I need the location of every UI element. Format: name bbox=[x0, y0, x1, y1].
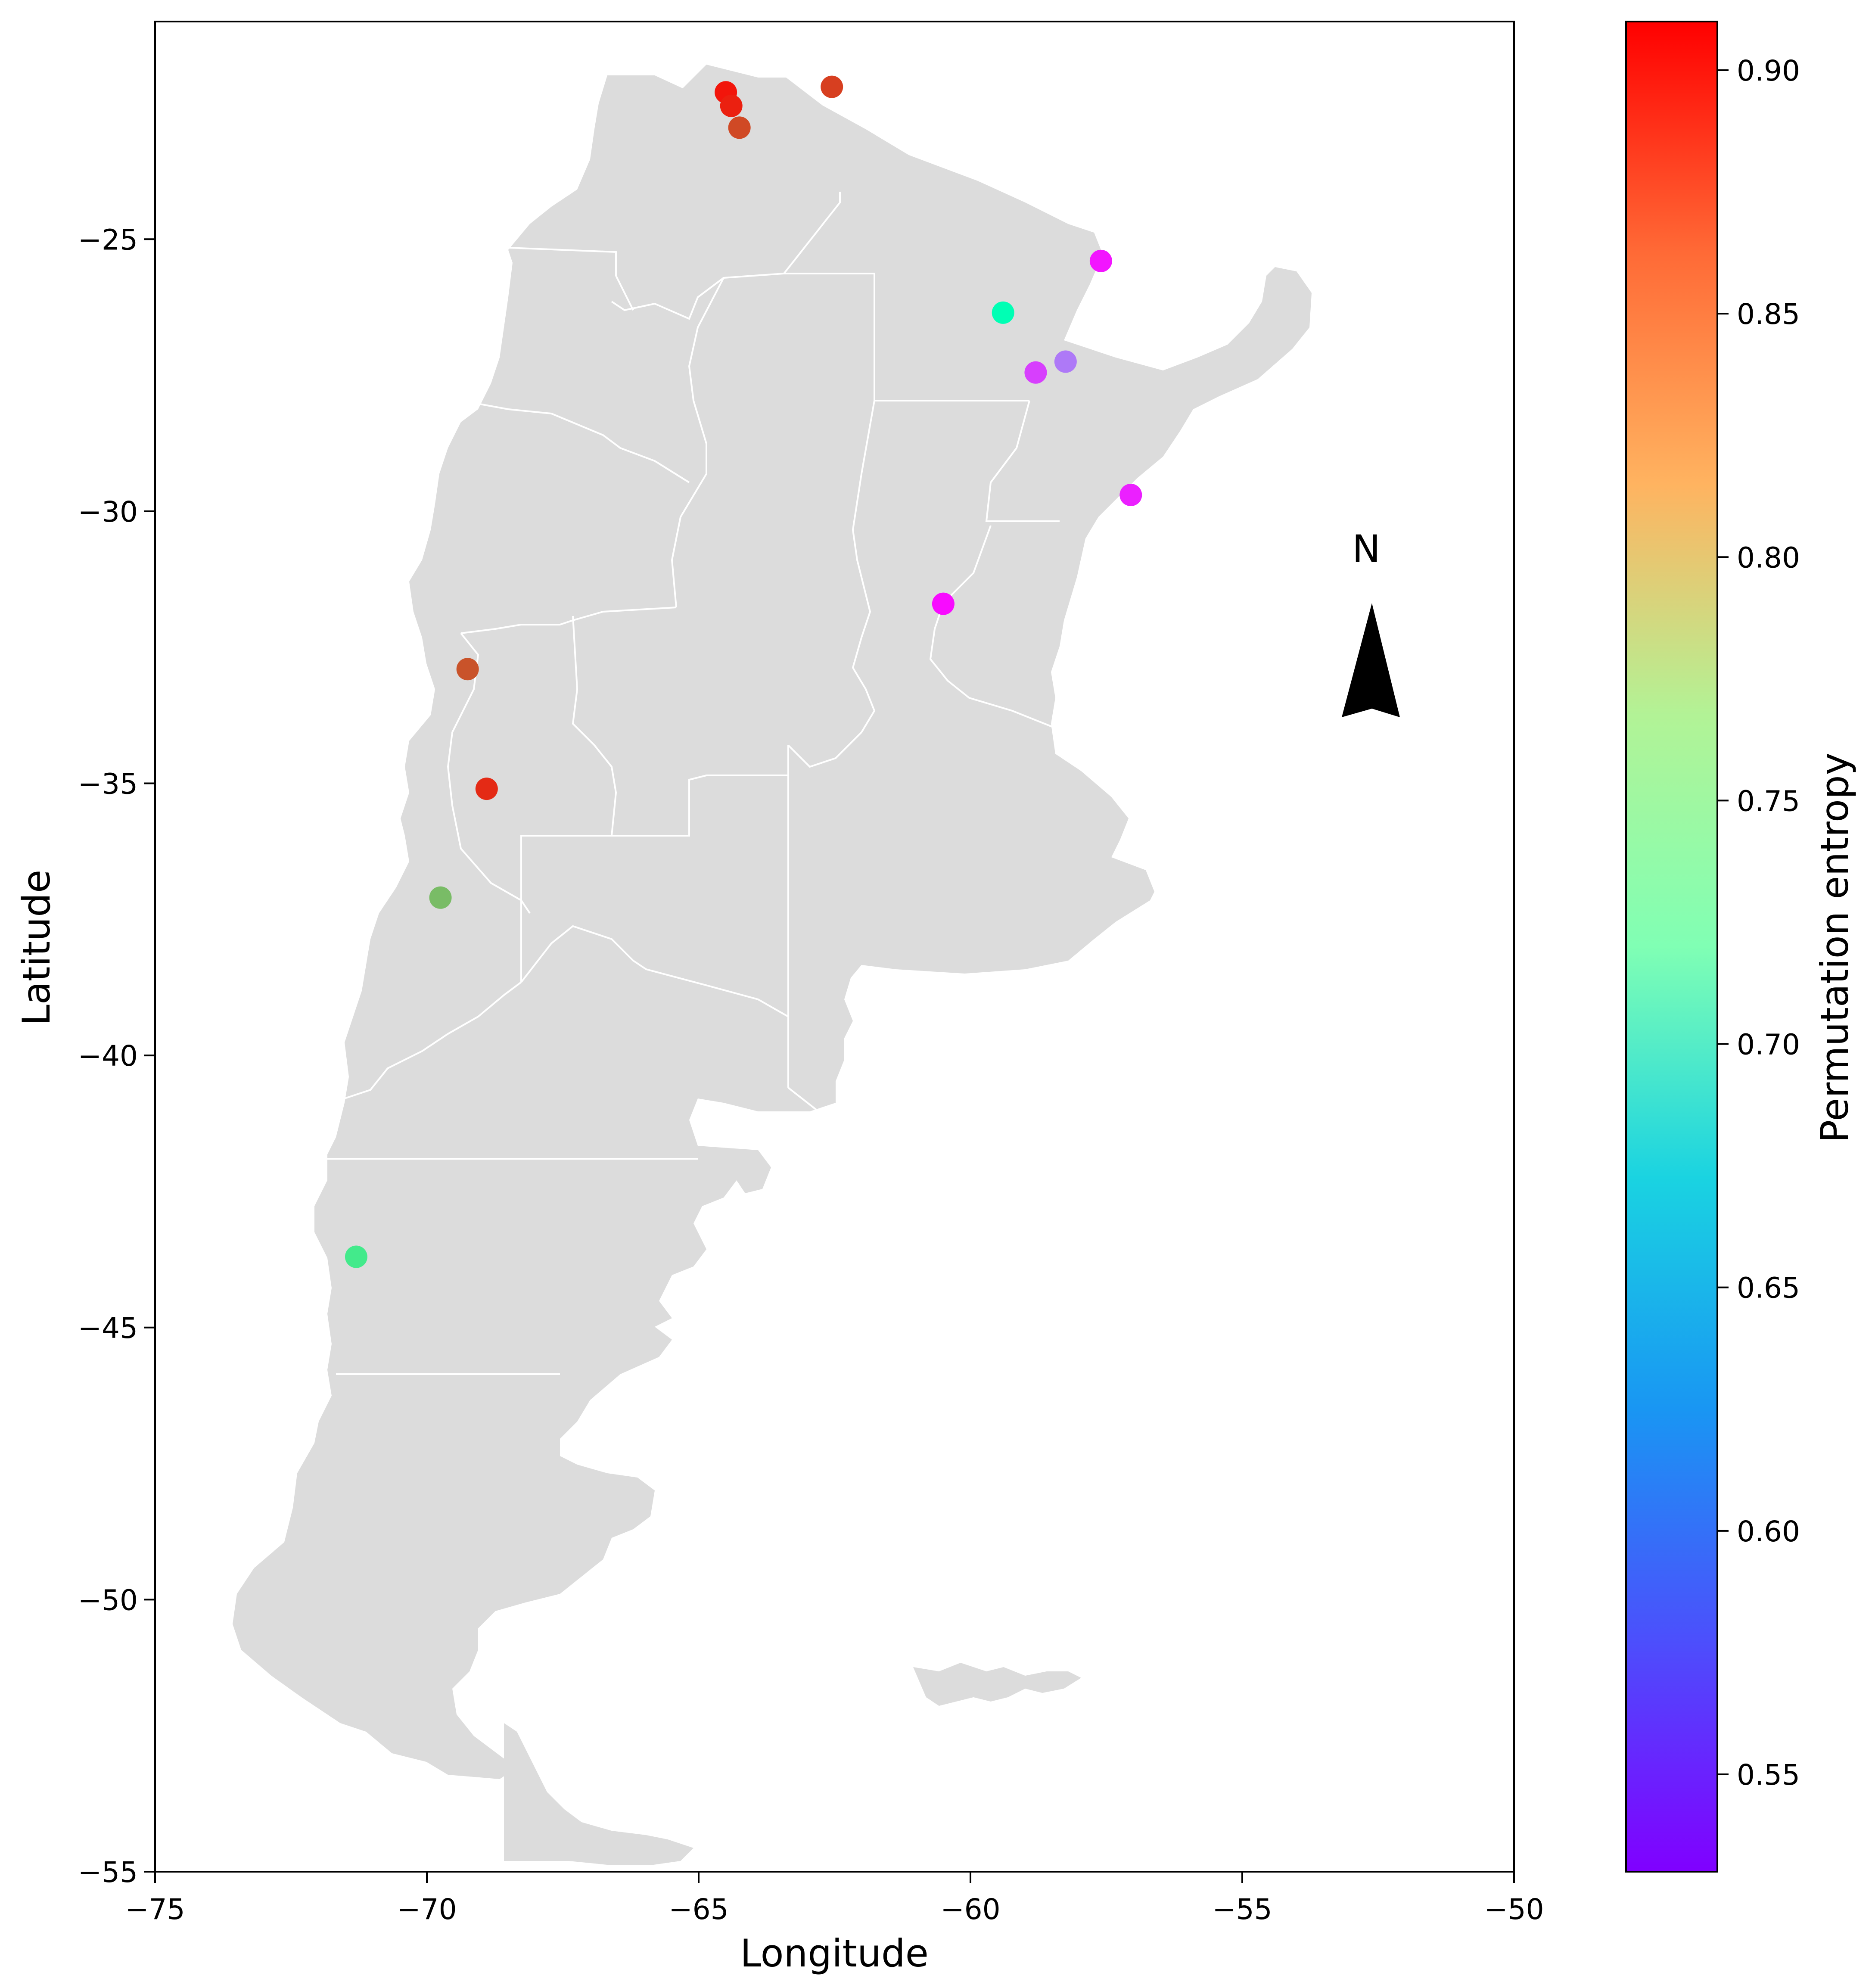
colorbar bbox=[1625, 21, 1718, 1873]
y-tick-label: −35 bbox=[78, 768, 138, 801]
province-borders bbox=[327, 192, 1060, 1375]
x-tick-label: −65 bbox=[669, 1893, 728, 1926]
station-point bbox=[821, 75, 843, 98]
station-point bbox=[1089, 249, 1112, 272]
y-tick-label: −30 bbox=[78, 495, 138, 529]
station-point bbox=[1024, 361, 1047, 384]
colorbar-tick-label: 0.85 bbox=[1737, 298, 1800, 331]
station-point bbox=[475, 778, 498, 800]
colorbar-tick-label: 0.60 bbox=[1737, 1515, 1800, 1548]
colorbar-tick-label: 0.90 bbox=[1737, 54, 1800, 87]
x-axis-label: Longitude bbox=[740, 1931, 929, 1976]
station-point bbox=[728, 116, 751, 139]
basemap bbox=[233, 65, 1312, 1865]
north-arrow-icon bbox=[1342, 603, 1400, 717]
x-tick-label: −75 bbox=[125, 1893, 185, 1926]
colorbar-label: Permutation entropy bbox=[1813, 753, 1857, 1143]
points-layer bbox=[345, 75, 1142, 1268]
x-tick-label: −50 bbox=[1484, 1893, 1544, 1926]
y-tick-label: −50 bbox=[78, 1584, 138, 1617]
station-point bbox=[1054, 350, 1077, 373]
colorbar-tick-label: 0.70 bbox=[1737, 1028, 1800, 1061]
station-point bbox=[720, 94, 743, 117]
colorbar-tick-label: 0.55 bbox=[1737, 1758, 1800, 1792]
north-arrow: N bbox=[1342, 527, 1400, 717]
station-point bbox=[429, 886, 452, 909]
station-point bbox=[456, 658, 479, 681]
station-point bbox=[932, 592, 955, 615]
plot-frame bbox=[154, 21, 1515, 1873]
north-arrow-label: N bbox=[1352, 527, 1381, 571]
x-tick-label: −60 bbox=[940, 1893, 1000, 1926]
x-tick-label: −70 bbox=[397, 1893, 457, 1926]
y-tick-label: −40 bbox=[78, 1039, 138, 1073]
x-tick-label: −55 bbox=[1212, 1893, 1272, 1926]
y-axis: −55 −50 −45 −40 −35 −30 −25 bbox=[78, 223, 155, 1889]
y-tick-label: −45 bbox=[78, 1312, 138, 1345]
colorbar-tick-label: 0.80 bbox=[1737, 541, 1800, 574]
station-point bbox=[345, 1245, 367, 1268]
colorbar-tick-label: 0.75 bbox=[1737, 784, 1800, 818]
tierra-del-fuego bbox=[504, 1723, 693, 1865]
station-point bbox=[992, 301, 1014, 324]
station-point bbox=[1119, 484, 1142, 507]
y-tick-label: −55 bbox=[78, 1856, 138, 1889]
y-axis-label: Latitude bbox=[14, 870, 59, 1026]
y-tick-label: −25 bbox=[78, 223, 138, 256]
falkland-islands bbox=[913, 1663, 1081, 1706]
argentina-mainland bbox=[233, 65, 1312, 1779]
colorbar-tick-label: 0.65 bbox=[1737, 1272, 1800, 1305]
x-axis: −75 −70 −65 −60 −55 −50 bbox=[125, 1872, 1544, 1926]
colorbar-ticks: 0.55 0.60 0.65 0.70 0.75 0.80 0.85 0.90 bbox=[1717, 54, 1800, 1792]
